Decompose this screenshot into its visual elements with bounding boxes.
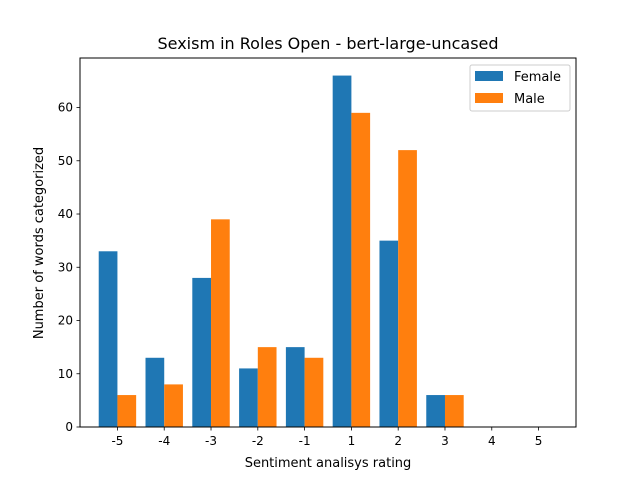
x-tick-label: -4 [158,434,170,448]
x-tick-label: -2 [252,434,264,448]
bar-female--1 [285,347,305,427]
y-tick-label: 60 [58,101,73,115]
bar-female--2 [239,368,258,427]
y-tick-label: 0 [65,420,73,434]
legend: Female Male [469,64,571,112]
bar-male-3 [444,395,464,427]
bar-male--5 [117,395,137,427]
chart-title: Sexism in Roles Open - bert-large-uncase… [157,34,498,53]
x-axis-ticks: -5 -4 -3 -2 -1 1 2 3 4 5 [111,427,542,448]
y-tick-label: 50 [58,154,73,168]
x-tick-label: 1 [348,434,356,448]
x-tick-label: 4 [488,434,496,448]
x-tick-label: -5 [111,434,123,448]
bars-group [98,75,464,428]
bar-male-1 [351,112,371,428]
legend-swatch-female [475,71,503,81]
legend-label-female: Female [514,70,561,85]
bar-male--1 [304,357,324,427]
x-tick-label: -1 [299,434,311,448]
x-tick-label: -3 [205,434,217,448]
y-tick-label: 10 [58,367,73,381]
bar-female-1 [332,75,352,428]
bar-female--5 [98,251,118,427]
x-axis-label: Sentiment analisys rating [245,456,412,471]
bar-female--3 [192,277,212,427]
bar-female--4 [145,357,165,427]
y-tick-label: 40 [58,207,73,221]
y-tick-label: 20 [58,314,73,328]
x-tick-label: 3 [441,434,449,448]
x-tick-label: 5 [535,434,543,448]
y-axis-label: Number of words categorized [32,147,47,339]
bar-male--4 [164,384,183,427]
bar-male--2 [257,347,277,427]
bar-male--3 [211,219,230,427]
bar-female-3 [426,395,445,427]
plot-area-frame [79,57,577,428]
bar-male-2 [398,150,417,427]
legend-swatch-male [475,93,503,103]
bar-female-2 [379,240,399,427]
y-tick-label: 30 [58,260,73,274]
legend-label-male: Male [514,92,545,107]
x-tick-label: 2 [394,434,402,448]
y-axis-ticks: 0 10 20 30 40 50 60 [58,101,80,434]
